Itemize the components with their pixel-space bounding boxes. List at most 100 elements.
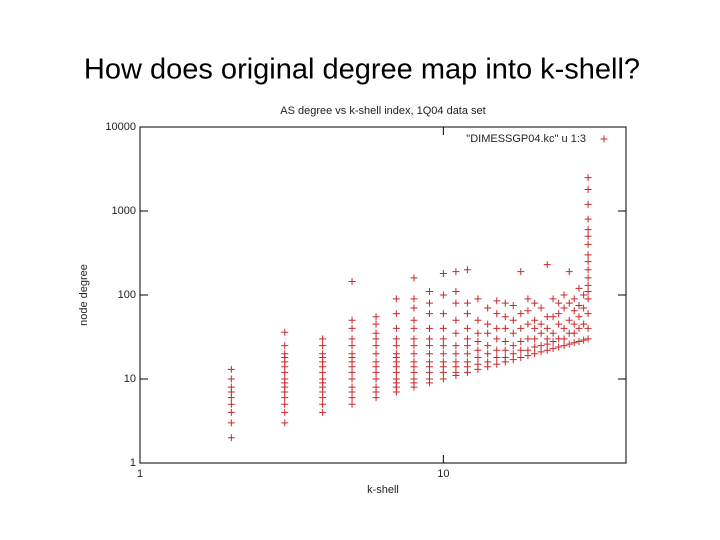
point <box>584 258 592 266</box>
point <box>517 310 525 318</box>
point <box>484 329 492 337</box>
point <box>509 350 517 358</box>
y-tick-label: 10000 <box>105 121 136 133</box>
point <box>555 310 563 318</box>
point <box>501 299 509 307</box>
point <box>531 299 539 307</box>
point <box>281 328 289 336</box>
point <box>227 383 235 391</box>
point <box>439 375 447 383</box>
point <box>439 335 447 343</box>
point <box>319 375 327 383</box>
point <box>584 174 592 182</box>
point <box>392 295 400 303</box>
y-axis-label: node degree <box>78 264 90 326</box>
point <box>227 375 235 383</box>
point <box>452 342 460 350</box>
point <box>425 324 433 332</box>
point <box>392 342 400 350</box>
point <box>517 268 525 276</box>
point <box>425 350 433 358</box>
point <box>501 324 509 332</box>
point <box>484 320 492 328</box>
point <box>537 320 545 328</box>
point <box>348 316 356 324</box>
point <box>474 329 482 337</box>
point <box>549 313 557 321</box>
point <box>452 329 460 337</box>
point <box>549 337 557 345</box>
point <box>425 288 433 296</box>
point <box>452 288 460 296</box>
point <box>555 320 563 328</box>
point <box>580 336 588 344</box>
point <box>425 335 433 343</box>
point <box>484 358 492 366</box>
point <box>524 346 532 354</box>
point <box>439 291 447 299</box>
point <box>410 358 418 366</box>
point <box>452 268 460 276</box>
point <box>348 335 356 343</box>
point <box>584 186 592 194</box>
point <box>537 304 545 312</box>
point <box>319 408 327 416</box>
point <box>584 310 592 318</box>
point <box>410 304 418 312</box>
point <box>584 232 592 240</box>
point <box>549 345 557 353</box>
point <box>452 316 460 324</box>
point <box>372 320 380 328</box>
point <box>439 358 447 366</box>
point <box>410 295 418 303</box>
point <box>524 335 532 343</box>
point <box>517 324 525 332</box>
point <box>474 337 482 345</box>
point <box>474 354 482 362</box>
point <box>584 226 592 234</box>
point <box>463 335 471 343</box>
point <box>348 375 356 383</box>
point <box>493 360 501 368</box>
point <box>537 329 545 337</box>
point <box>543 335 551 343</box>
point <box>439 310 447 318</box>
point <box>372 383 380 391</box>
point <box>484 342 492 350</box>
point <box>463 299 471 307</box>
point <box>372 329 380 337</box>
point <box>484 304 492 312</box>
point <box>493 297 501 305</box>
point <box>319 335 327 343</box>
point <box>501 354 509 362</box>
point <box>474 346 482 354</box>
point <box>410 324 418 332</box>
point <box>570 339 578 347</box>
point <box>580 304 588 312</box>
point <box>348 277 356 285</box>
point <box>410 274 418 282</box>
point <box>584 335 592 343</box>
point <box>463 358 471 366</box>
point <box>501 337 509 345</box>
point <box>570 320 578 328</box>
point <box>319 350 327 358</box>
point <box>372 313 380 321</box>
point <box>584 215 592 223</box>
point <box>555 299 563 307</box>
point <box>474 316 482 324</box>
point <box>517 337 525 345</box>
point <box>509 356 517 364</box>
point <box>281 408 289 416</box>
point <box>372 375 380 383</box>
point <box>281 350 289 358</box>
point <box>531 316 539 324</box>
point <box>439 324 447 332</box>
point <box>560 342 568 350</box>
point <box>549 329 557 337</box>
point <box>543 346 551 354</box>
point <box>531 350 539 358</box>
point <box>565 316 573 324</box>
slide-title: How does original degree map into k-shel… <box>84 54 640 86</box>
point <box>392 335 400 343</box>
